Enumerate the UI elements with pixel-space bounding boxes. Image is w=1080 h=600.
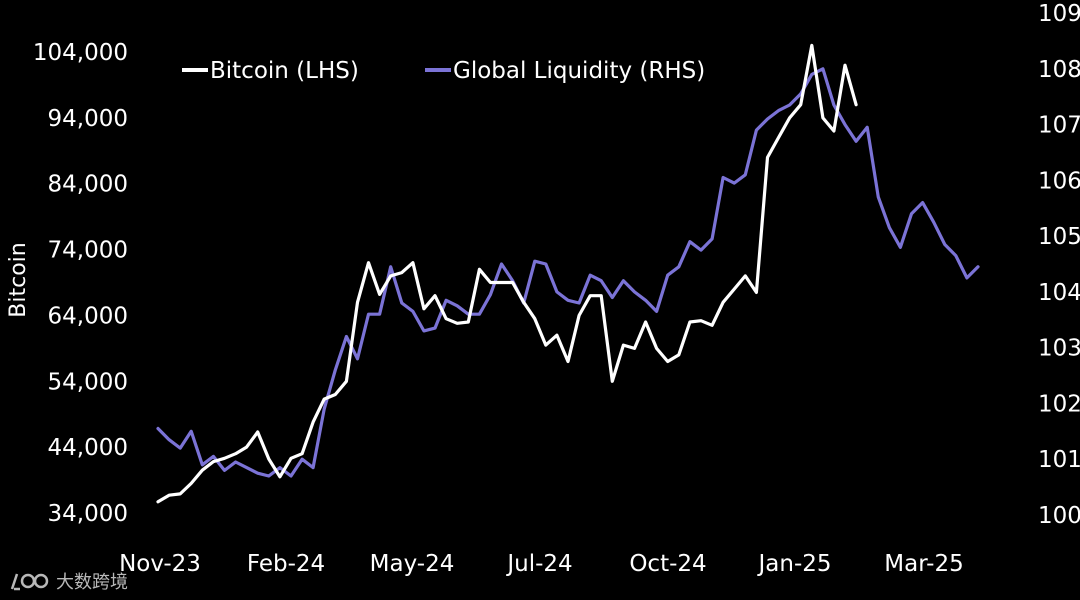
- left-tick-label: 84,000: [48, 172, 128, 198]
- left-tick-label: 64,000: [48, 303, 128, 329]
- legend-label: Global Liquidity (RHS): [453, 58, 705, 84]
- left-tick-label: 104,000: [33, 40, 128, 66]
- global-liquidity-series-line: [156, 67, 980, 478]
- x-axis-ticks: Nov-23 Feb-24 May-24 Jul-24 Oct-24 Jan-25 Mar-…: [119, 551, 964, 577]
- left-tick-label: 94,000: [48, 106, 128, 132]
- x-tick-label: Jan-25: [756, 551, 831, 577]
- series-layer: [156, 43, 980, 504]
- y-axis-label: Bitcoin: [6, 242, 31, 317]
- left-tick-label: 34,000: [48, 501, 128, 527]
- left-tick-label: 54,000: [48, 369, 128, 395]
- legend: Bitcoin (LHS) Global Liquidity (RHS): [182, 58, 705, 84]
- right-tick-label: 108: [1038, 57, 1080, 83]
- right-tick-label: 106: [1038, 168, 1080, 194]
- right-tick-label: 102: [1038, 391, 1080, 417]
- x-tick-label: Mar-25: [884, 551, 964, 577]
- left-axis-ticks: 34,000 44,000 54,000 64,000 74,000 84,000 94,0…: [33, 40, 128, 527]
- right-tick-label: 104: [1038, 280, 1080, 306]
- left-tick-label: 44,000: [48, 435, 128, 461]
- right-tick-label: 107: [1038, 113, 1080, 139]
- x-tick-label: May-24: [370, 551, 455, 577]
- right-tick-label: 105: [1038, 224, 1080, 250]
- right-tick-label: 103: [1038, 336, 1080, 362]
- legend-label: Bitcoin (LHS): [210, 58, 359, 84]
- left-tick-label: 74,000: [48, 238, 128, 264]
- watermark-text: 大数跨境: [56, 572, 128, 593]
- right-tick-label: 101: [1038, 447, 1080, 473]
- right-axis-ticks: 100 101 102 103 104 105 106 107 108 109: [1038, 1, 1080, 529]
- watermark-logo-icon: [10, 573, 49, 591]
- x-tick-label: Feb-24: [247, 551, 325, 577]
- x-tick-label: Oct-24: [629, 551, 706, 577]
- right-tick-label: 100: [1038, 503, 1080, 529]
- bitcoin-series-line: [156, 43, 858, 504]
- x-tick-label: Nov-23: [119, 551, 201, 577]
- x-tick-label: Jul-24: [505, 551, 572, 577]
- watermark: 大数跨境: [8, 568, 128, 594]
- right-tick-label: 109: [1038, 1, 1080, 27]
